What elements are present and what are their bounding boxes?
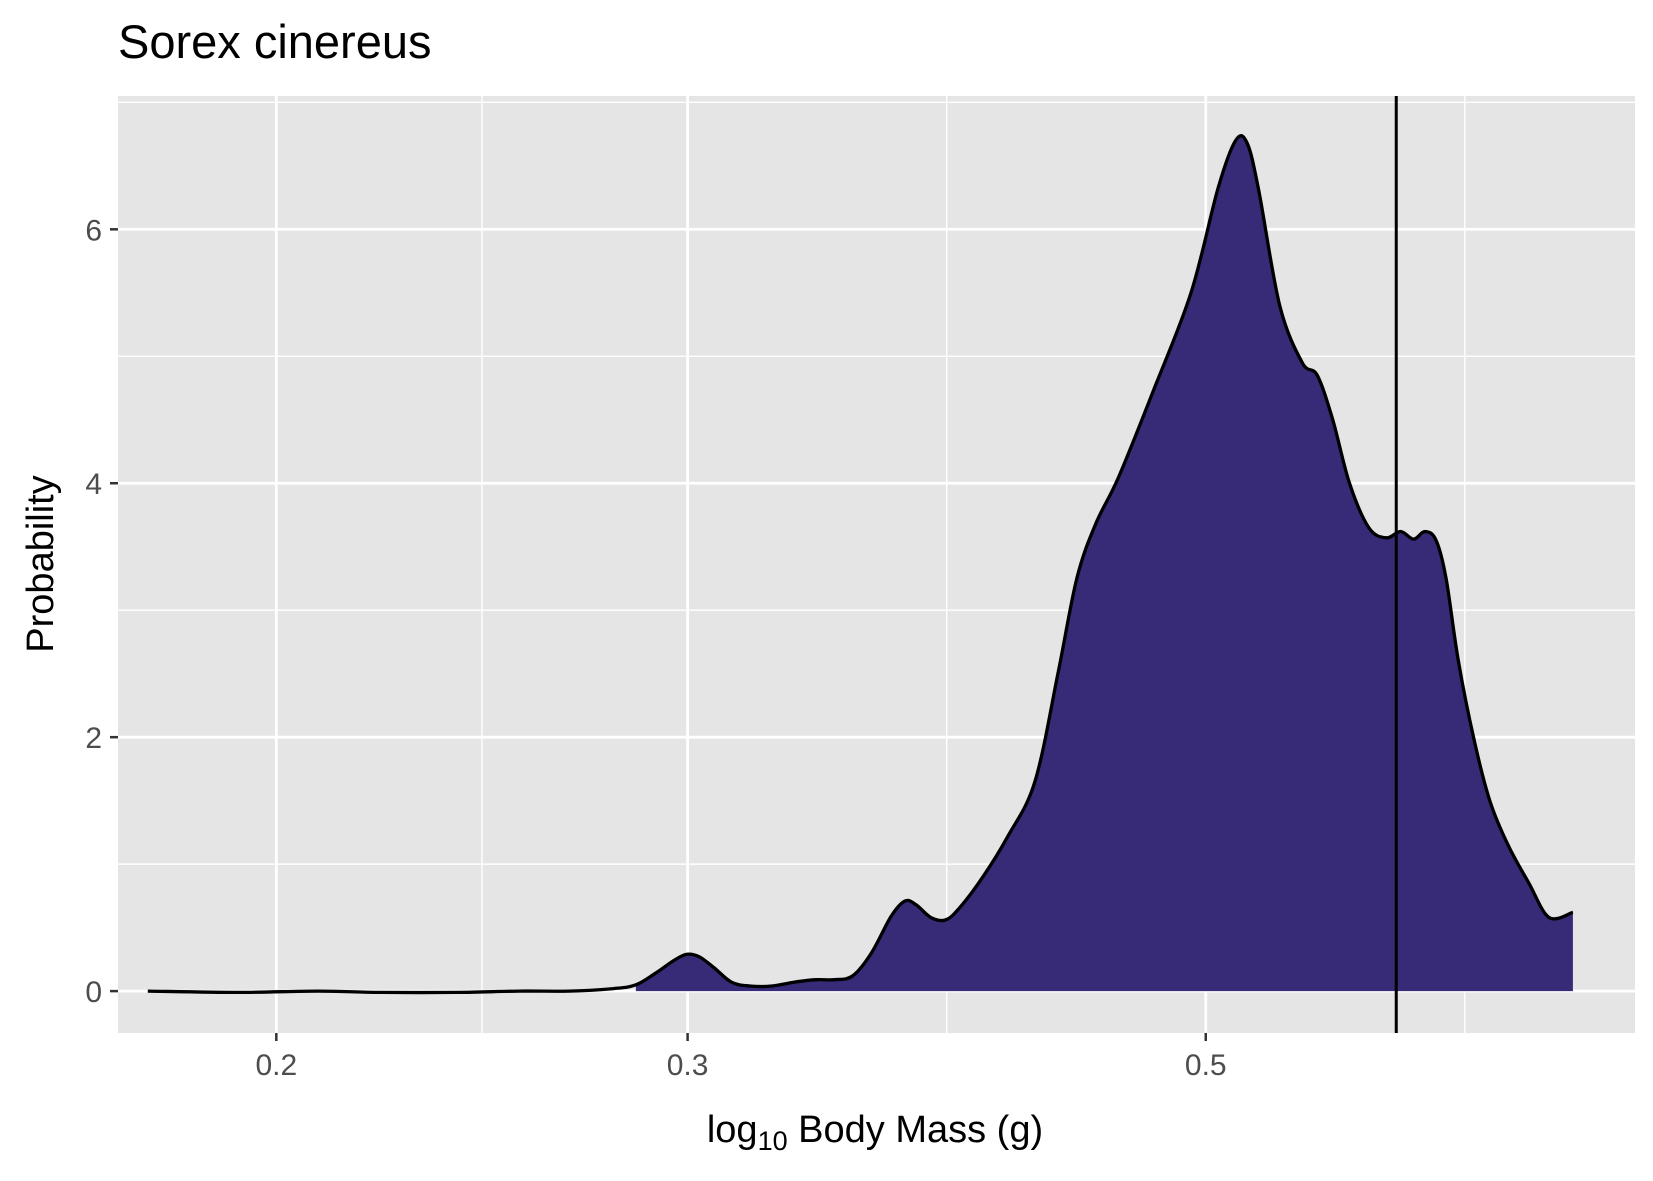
- x-axis-title-subscript: 10: [758, 1126, 788, 1156]
- density-curve: [147, 134, 1574, 995]
- x-axis-title: log10 Body Mass (g): [707, 1109, 1043, 1156]
- y-tick-label: 6: [85, 214, 102, 247]
- x-tick-label: 0.5: [1185, 1049, 1227, 1082]
- chart-title: Sorex cinereus: [118, 15, 432, 68]
- y-tick-label: 2: [85, 722, 102, 755]
- y-tick-label: 4: [85, 468, 102, 501]
- x-tick-label: 0.3: [667, 1049, 709, 1082]
- y-tick-label: 0: [85, 976, 102, 1009]
- y-axis-title: Probability: [20, 475, 62, 652]
- x-axis-title-log: log: [707, 1109, 758, 1151]
- density-area: [635, 135, 1573, 992]
- x-tick-label: 0.2: [255, 1049, 297, 1082]
- x-axis-title-rest: Body Mass (g): [788, 1109, 1044, 1151]
- x-axis: 0.2 0.3 0.5: [255, 1033, 1227, 1082]
- y-axis: 0 2 4 6: [85, 214, 118, 1009]
